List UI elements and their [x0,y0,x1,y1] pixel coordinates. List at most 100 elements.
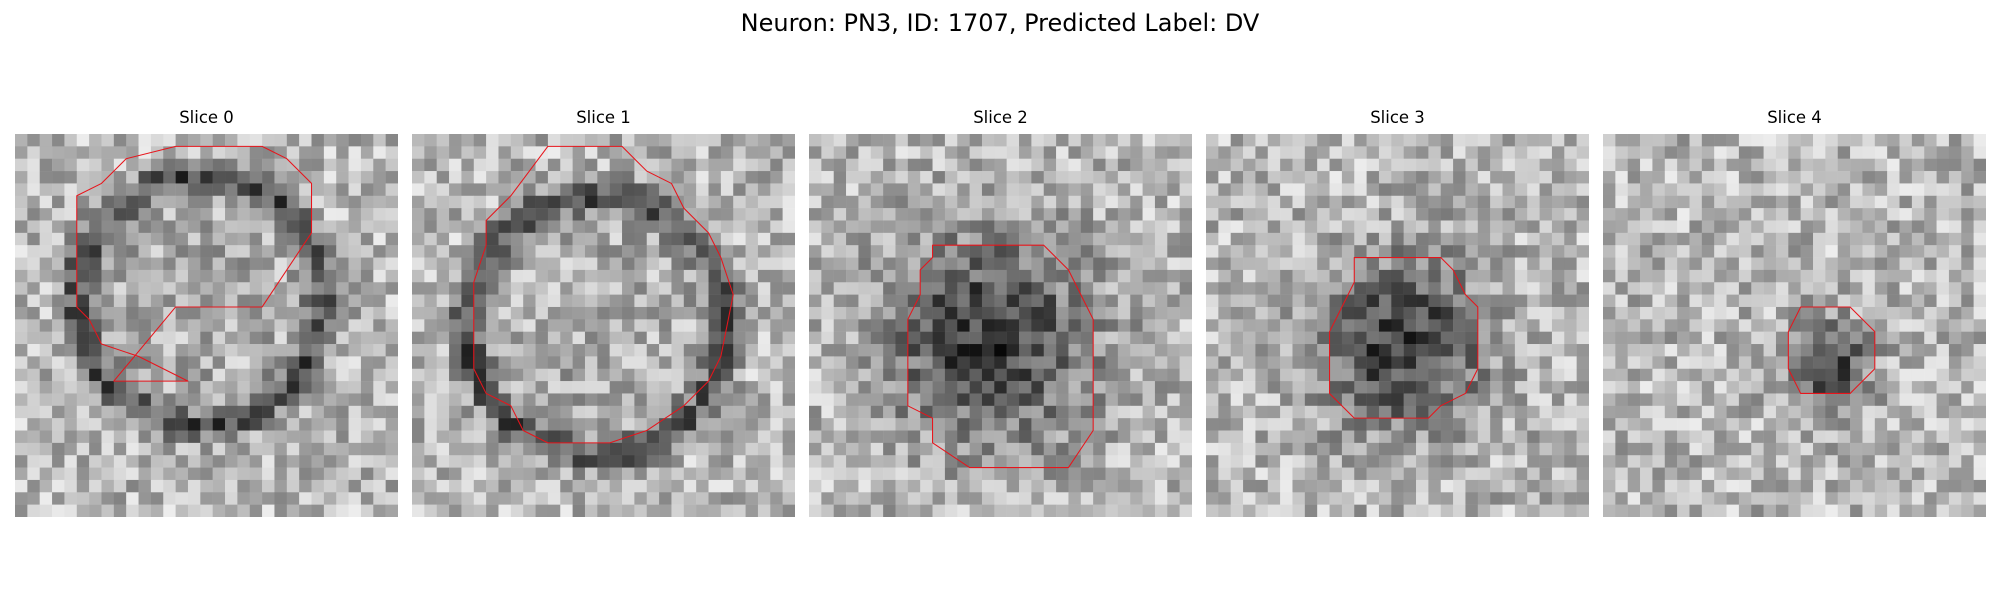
pixel [1726,183,1740,197]
pixel [311,220,325,234]
pixel [1403,356,1417,369]
pixel [113,183,127,197]
pixel [27,269,40,283]
pixel [336,195,349,209]
pixel [1490,368,1503,382]
pixel [150,195,164,209]
pixel [858,455,872,468]
pixel [449,306,462,320]
pixel [113,269,127,283]
pixel [1255,442,1269,456]
pixel [249,134,263,147]
pixel [1701,220,1715,234]
pixel [907,442,921,456]
pixel [597,158,610,172]
pixel [138,183,152,197]
pixel [870,183,884,197]
pixel [1788,269,1801,283]
pixel [1130,158,1143,172]
pixel [535,306,549,320]
pixel [101,356,115,369]
pixel [436,294,450,308]
pixel [1354,492,1367,505]
pixel [1800,418,1814,431]
pixel [1179,393,1192,407]
pixel [1701,245,1715,258]
pixel [547,405,561,419]
pixel [1006,467,1020,481]
pixel [1677,146,1690,159]
pixel [1689,492,1703,505]
pixel [1615,467,1628,481]
pixel [249,195,263,209]
pixel [436,418,450,431]
pixel [1105,442,1119,456]
pixel [1378,455,1392,468]
pixel [1117,504,1131,517]
pixel [1130,171,1143,184]
pixel [249,492,263,505]
pixel [1775,504,1789,517]
pixel [1465,232,1479,246]
pixel [1317,171,1330,184]
pixel [212,195,226,209]
pixel [1850,220,1863,234]
pixel [572,245,586,258]
pixel [547,282,561,295]
pixel [907,257,921,271]
pixel [907,504,921,517]
pixel [336,442,349,456]
pixel [1689,430,1703,444]
pixel [163,479,176,493]
pixel [646,381,660,394]
pixel [360,294,374,308]
pixel [1403,245,1417,258]
pixel [609,245,623,258]
pixel [1006,220,1020,234]
pixel [535,381,549,394]
pixel [1056,269,1069,283]
pixel [52,356,65,369]
pixel [969,195,983,209]
pixel [286,195,300,209]
pixel [323,368,337,382]
pixel [1775,294,1789,308]
pixel [1465,171,1479,184]
pixel [1477,294,1491,308]
pixel [15,430,28,444]
pixel [336,479,349,493]
pixel [870,418,884,431]
pixel [932,282,946,295]
pixel [1329,183,1343,197]
pixel [809,418,822,431]
pixel [1825,257,1838,271]
pixel [299,134,312,147]
pixel [262,368,275,382]
pixel [1502,282,1516,295]
pixel [1701,479,1715,493]
pixel [1539,195,1553,209]
pixel [1677,331,1690,345]
pixel [360,220,374,234]
pixel [994,393,1007,407]
pixel [360,319,374,332]
pixel [510,381,524,394]
pixel [895,134,909,147]
pixel [733,418,746,431]
pixel [1329,331,1343,345]
pixel [498,344,512,357]
pixel [1317,356,1330,369]
pixel [1615,294,1628,308]
pixel [1105,479,1119,493]
pixel [1354,393,1367,407]
pixel [274,232,288,246]
pixel [1924,344,1937,357]
pixel [187,319,201,332]
pixel [1304,319,1318,332]
pixel [385,393,398,407]
pixel [870,208,884,221]
pixel [1056,492,1069,505]
pixel [733,294,746,308]
pixel [1726,294,1740,308]
pixel [1936,344,1950,357]
